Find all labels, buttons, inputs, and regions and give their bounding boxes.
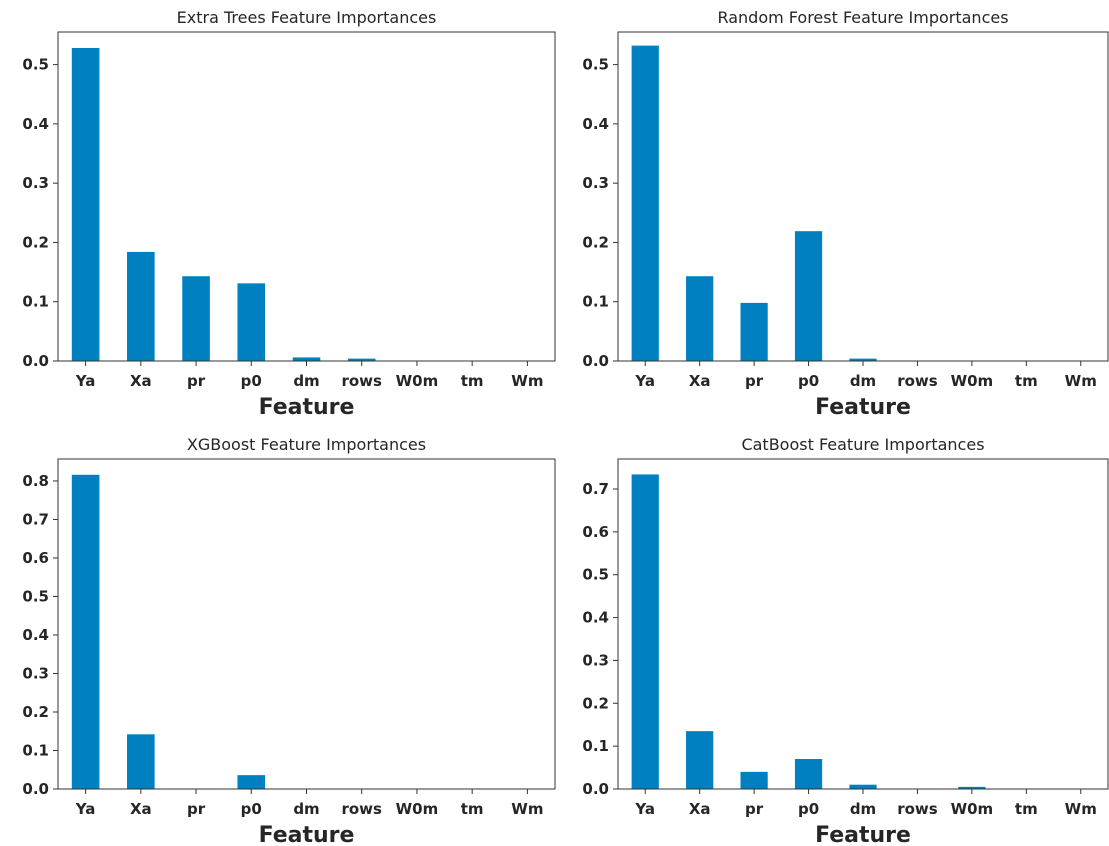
y-tick-label: 0.0 xyxy=(582,780,609,798)
x-tick-label: Ya xyxy=(634,372,655,390)
x-tick-label: tm xyxy=(461,800,484,818)
chart-panel-1: Random Forest Feature Importances 0.0 0.1 0… xyxy=(582,8,1109,420)
chart-title: XGBoost Feature Importances xyxy=(187,435,426,454)
y-tick-label: 0.1 xyxy=(582,293,609,311)
bar-dm xyxy=(849,358,877,361)
y-tick-label: 0.7 xyxy=(22,510,49,528)
chart-panel-3: CatBoost Feature Importances 0.0 0.1 0.2 0.3… xyxy=(582,435,1109,846)
x-tick-label: tm xyxy=(1015,372,1038,390)
chart-panel-0: Extra Trees Feature Importances 0.0 0.1 0.2… xyxy=(22,8,556,420)
x-tick-label: pr xyxy=(187,800,206,818)
y-tick-label: 0.2 xyxy=(582,694,609,712)
x-tick-label: rows xyxy=(341,800,382,818)
bar-Ya xyxy=(631,474,659,789)
bar-rows xyxy=(347,358,376,361)
bar-p0 xyxy=(237,775,266,789)
x-tick-label: tm xyxy=(461,372,484,390)
x-tick-label: p0 xyxy=(798,800,819,818)
x-tick-label: tm xyxy=(1015,800,1038,818)
y-tick-label: 0.7 xyxy=(582,480,609,498)
y-tick-label: 0.4 xyxy=(22,626,49,644)
x-tick-label: rows xyxy=(897,800,938,818)
y-tick-label: 0.0 xyxy=(22,352,49,370)
y-tick-label: 0.3 xyxy=(22,664,49,682)
y-tick-label: 0.5 xyxy=(22,56,49,74)
bar-Xa xyxy=(127,734,155,789)
x-tick-label: dm xyxy=(850,800,876,818)
x-tick-label: W0m xyxy=(396,372,439,390)
x-tick-label: Ya xyxy=(634,800,655,818)
x-tick-label: pr xyxy=(187,372,206,390)
bar-p0 xyxy=(237,283,266,361)
x-axis-label: Feature xyxy=(815,395,911,420)
y-tick-label: 0.5 xyxy=(22,587,49,605)
bar-p0 xyxy=(794,231,823,361)
x-tick-label: Xa xyxy=(130,372,152,390)
bar-dm xyxy=(849,784,877,789)
y-tick-label: 0.2 xyxy=(22,233,49,251)
y-tick-label: 0.0 xyxy=(22,780,49,798)
bar-Xa xyxy=(127,251,155,361)
x-tick-label: Wm xyxy=(1065,800,1097,818)
y-tick-label: 0.1 xyxy=(582,737,609,755)
x-tick-label: Xa xyxy=(689,372,711,390)
y-tick-label: 0.4 xyxy=(22,115,49,133)
x-tick-label: p0 xyxy=(241,800,262,818)
bar-p0 xyxy=(794,759,823,789)
x-tick-label: p0 xyxy=(798,372,819,390)
bar-Xa xyxy=(686,276,714,361)
y-tick-label: 0.5 xyxy=(582,566,609,584)
x-tick-label: pr xyxy=(745,800,764,818)
x-tick-label: dm xyxy=(850,372,876,390)
bar-pr xyxy=(740,302,768,361)
x-tick-label: rows xyxy=(341,372,382,390)
x-tick-label: Xa xyxy=(130,800,152,818)
chart-title: Random Forest Feature Importances xyxy=(717,8,1008,27)
chart-panel-2: XGBoost Feature Importances 0.0 0.1 0.2 0.3 0… xyxy=(22,435,556,846)
y-tick-label: 0.2 xyxy=(582,233,609,251)
y-tick-label: 0.2 xyxy=(22,703,49,721)
x-tick-label: Ya xyxy=(75,372,96,390)
bar-W0m xyxy=(958,786,986,789)
y-tick-label: 0.8 xyxy=(22,472,49,490)
x-tick-label: W0m xyxy=(951,800,994,818)
x-axis-label: Feature xyxy=(259,823,355,846)
y-tick-label: 0.1 xyxy=(22,293,49,311)
x-tick-label: Ya xyxy=(75,800,96,818)
bar-Ya xyxy=(631,45,659,361)
y-tick-label: 0.6 xyxy=(22,549,49,567)
bar-Xa xyxy=(686,731,714,789)
x-tick-label: W0m xyxy=(951,372,994,390)
bar-pr xyxy=(182,276,210,361)
x-tick-label: Wm xyxy=(511,372,543,390)
y-tick-label: 0.6 xyxy=(582,523,609,541)
y-tick-label: 0.3 xyxy=(22,174,49,192)
bar-dm xyxy=(292,357,321,361)
x-tick-label: dm xyxy=(293,372,319,390)
chart-title: CatBoost Feature Importances xyxy=(741,435,984,454)
y-tick-label: 0.4 xyxy=(582,609,609,627)
y-tick-label: 0.0 xyxy=(582,352,609,370)
x-tick-label: Wm xyxy=(1065,372,1097,390)
bar-pr xyxy=(740,771,768,789)
x-tick-label: pr xyxy=(745,372,764,390)
bar-Ya xyxy=(71,474,100,789)
y-tick-label: 0.3 xyxy=(582,651,609,669)
y-tick-label: 0.4 xyxy=(582,115,609,133)
y-tick-label: 0.1 xyxy=(22,741,49,759)
x-tick-label: p0 xyxy=(241,372,262,390)
x-tick-label: W0m xyxy=(396,800,439,818)
bar-Ya xyxy=(71,48,100,362)
x-tick-label: dm xyxy=(293,800,319,818)
y-tick-label: 0.5 xyxy=(582,56,609,74)
x-tick-label: Wm xyxy=(511,800,543,818)
x-axis-label: Feature xyxy=(815,823,911,846)
x-tick-label: Xa xyxy=(689,800,711,818)
x-axis-label: Feature xyxy=(259,395,355,420)
y-tick-label: 0.3 xyxy=(582,174,609,192)
x-tick-label: rows xyxy=(897,372,938,390)
chart-title: Extra Trees Feature Importances xyxy=(177,8,437,27)
